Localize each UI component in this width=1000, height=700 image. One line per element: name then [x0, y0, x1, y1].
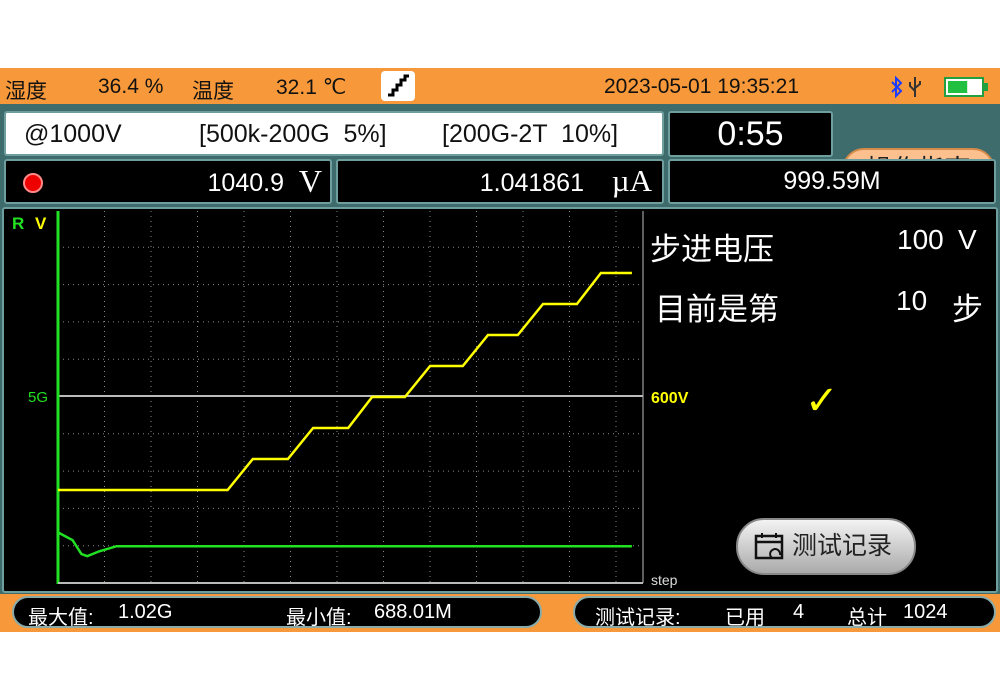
min-value: 688.01M [374, 601, 452, 623]
test-voltage: @1000V [24, 120, 122, 148]
pass-check-icon: ✓ [805, 378, 839, 424]
status-bar: 湿度 36.4 % 温度 32.1 ℃ 2023-05-01 19:35:21 [0, 68, 1000, 104]
used-value: 4 [793, 601, 805, 623]
calendar-icon [754, 533, 784, 560]
total-value: 1024 [903, 601, 948, 623]
test-records-button[interactable]: 测试记录 [736, 518, 916, 575]
r-axis-label: R [12, 214, 24, 233]
step-voltage-label: 步进电压 [650, 232, 774, 268]
resistance-reading: 999.59M [668, 159, 996, 204]
current-unit: µA [611, 163, 652, 198]
humidity-label: 湿度 [5, 80, 47, 103]
max-value: 1.02G [118, 601, 173, 623]
temperature-label: 温度 [192, 80, 234, 103]
datetime: 2023-05-01 19:35:21 [604, 75, 799, 98]
v-axis-label: V [35, 214, 47, 233]
device-screen: 湿度 36.4 % 温度 32.1 ℃ 2023-05-01 19:35:21 … [0, 68, 1000, 632]
records-bar: 测试记录: 已用 4 总计 1024 [573, 596, 996, 629]
step-voltage-value: 100 [897, 224, 944, 255]
records-label: 测试记录: [595, 607, 681, 629]
test-records-label: 测试记录 [792, 531, 893, 560]
total-label: 总计 [847, 607, 887, 629]
range-2: [200G-2T 10%] [442, 120, 619, 148]
max-label: 最大值: [28, 607, 94, 629]
current-step-label: 目前是第 [655, 292, 779, 328]
current-step-value: 10 [896, 285, 928, 316]
staircase-icon[interactable] [381, 71, 415, 101]
voltage-reading: 1040.9 V [4, 159, 332, 204]
temperature-value: 32.1 ℃ [276, 76, 347, 99]
timer: 0:55 [668, 111, 833, 157]
test-info-box: @1000V [500k-200G 5%] [200G-2T 10%] [4, 111, 664, 156]
min-max-bar: 最大值: 1.02G 最小值: 688.01M [12, 596, 542, 629]
humidity-value: 36.4 % [98, 75, 164, 98]
v-tick-label: 600V [651, 390, 689, 407]
x-axis-label: step [651, 572, 678, 588]
current-step-unit: 步 [952, 292, 983, 328]
status-led-icon [23, 173, 43, 193]
voltage-value: 1040.9 [207, 169, 284, 197]
voltage-series-line [58, 271, 632, 492]
bluetooth-icon [891, 76, 903, 98]
min-label: 最小值: [286, 607, 352, 629]
step-voltage-unit: V [958, 224, 977, 255]
resistance-series-line [57, 531, 632, 558]
main-panel: @1000V [500k-200G 5%] [200G-2T 10%] 0:55… [0, 104, 1000, 594]
current-value: 1.041861 [479, 169, 584, 197]
voltage-unit: V [298, 163, 322, 199]
battery-icon [944, 77, 988, 97]
used-label: 已用 [725, 607, 765, 629]
range-1: [500k-200G 5%] [199, 120, 387, 148]
current-reading: 1.041861 µA [336, 159, 664, 204]
usb-icon [909, 77, 921, 97]
r-tick-label: 5G [28, 389, 48, 406]
